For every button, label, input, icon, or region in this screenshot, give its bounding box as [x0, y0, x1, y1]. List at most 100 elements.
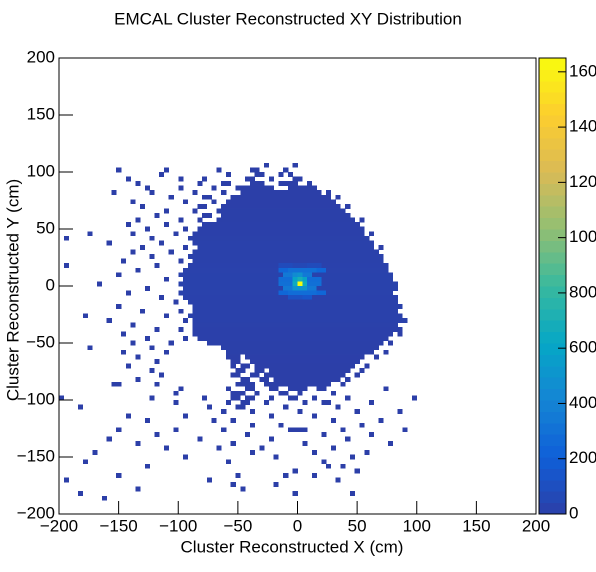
cell — [230, 395, 241, 401]
cell — [311, 272, 394, 278]
color-bar-band — [539, 103, 566, 116]
cell — [359, 217, 365, 223]
cell — [297, 281, 303, 287]
y-tick-label: −50 — [26, 332, 55, 351]
cell — [183, 226, 189, 232]
cell — [106, 436, 112, 442]
cell — [297, 276, 303, 282]
cell — [307, 276, 322, 282]
cell — [192, 322, 398, 328]
cell — [411, 395, 418, 401]
cell — [82, 313, 88, 319]
cell — [163, 276, 170, 282]
y-tick-label: 200 — [27, 47, 55, 66]
cell — [206, 477, 212, 483]
cell — [259, 377, 270, 383]
cell — [268, 413, 274, 419]
cell — [254, 172, 265, 177]
cell — [216, 217, 356, 223]
y-tick-label: 100 — [27, 161, 55, 180]
cell — [225, 459, 232, 465]
cell — [221, 203, 341, 209]
color-bar-band — [539, 194, 566, 207]
cell — [230, 363, 236, 369]
cell — [168, 194, 174, 200]
cell — [235, 381, 255, 387]
cell — [287, 290, 317, 296]
cell — [144, 286, 150, 291]
cell — [149, 254, 155, 259]
cell — [216, 167, 222, 173]
cell — [197, 336, 389, 342]
color-bar-band — [539, 457, 566, 469]
cell — [163, 208, 170, 214]
color-bar-band — [539, 422, 566, 435]
y-axis-label: Cluster Reconstructed Y (cm) — [3, 179, 22, 401]
cell — [278, 276, 294, 282]
cell — [192, 190, 198, 196]
cell — [249, 422, 255, 428]
cell — [287, 267, 317, 273]
cell — [221, 427, 227, 433]
cell — [240, 486, 246, 492]
cell — [268, 395, 274, 401]
cell — [383, 386, 389, 392]
cell — [154, 213, 160, 218]
cell — [302, 281, 308, 287]
cell — [144, 418, 150, 424]
color-bar-band — [539, 468, 566, 481]
cell — [183, 295, 289, 300]
cell — [154, 358, 160, 364]
cell — [378, 418, 384, 424]
cell — [292, 281, 298, 287]
cell — [235, 472, 241, 478]
cell — [135, 486, 141, 492]
cell — [321, 400, 332, 405]
cell — [245, 176, 255, 182]
cell — [311, 395, 317, 401]
cell — [302, 272, 313, 278]
cell — [87, 231, 93, 237]
x-tick-label: 100 — [403, 516, 431, 535]
cell — [283, 286, 294, 291]
cell — [116, 427, 122, 433]
x-axis-label: Cluster Reconstructed X (cm) — [181, 537, 404, 556]
cell — [192, 240, 375, 246]
cell — [273, 482, 279, 487]
cell — [245, 354, 365, 360]
cell — [268, 436, 274, 442]
y-tick-label: 0 — [46, 275, 55, 294]
cell — [225, 354, 241, 360]
cell — [297, 272, 303, 278]
cell — [125, 222, 131, 228]
cell — [144, 226, 150, 232]
cell — [249, 409, 255, 414]
color-bar-band — [539, 69, 566, 82]
cell — [278, 422, 284, 428]
y-tick-label: −200 — [17, 503, 55, 522]
cell — [211, 199, 217, 205]
cell — [321, 459, 327, 465]
color-bar-band — [539, 297, 566, 310]
cell — [163, 349, 170, 355]
cell — [278, 172, 284, 177]
cell — [268, 176, 274, 182]
color-bar-band — [539, 263, 566, 276]
cell — [197, 181, 203, 186]
cell — [283, 167, 289, 173]
cell — [140, 308, 146, 314]
cell — [178, 258, 184, 264]
cell — [192, 317, 408, 323]
cell — [230, 482, 236, 487]
cell — [140, 244, 146, 250]
cell — [287, 386, 308, 392]
cell — [283, 404, 289, 410]
cell — [402, 427, 408, 433]
cell — [292, 263, 308, 269]
cell — [192, 249, 379, 255]
color-bar-band — [539, 343, 566, 355]
cell — [264, 400, 270, 405]
color-bar-band — [539, 274, 566, 287]
cell — [369, 400, 375, 405]
